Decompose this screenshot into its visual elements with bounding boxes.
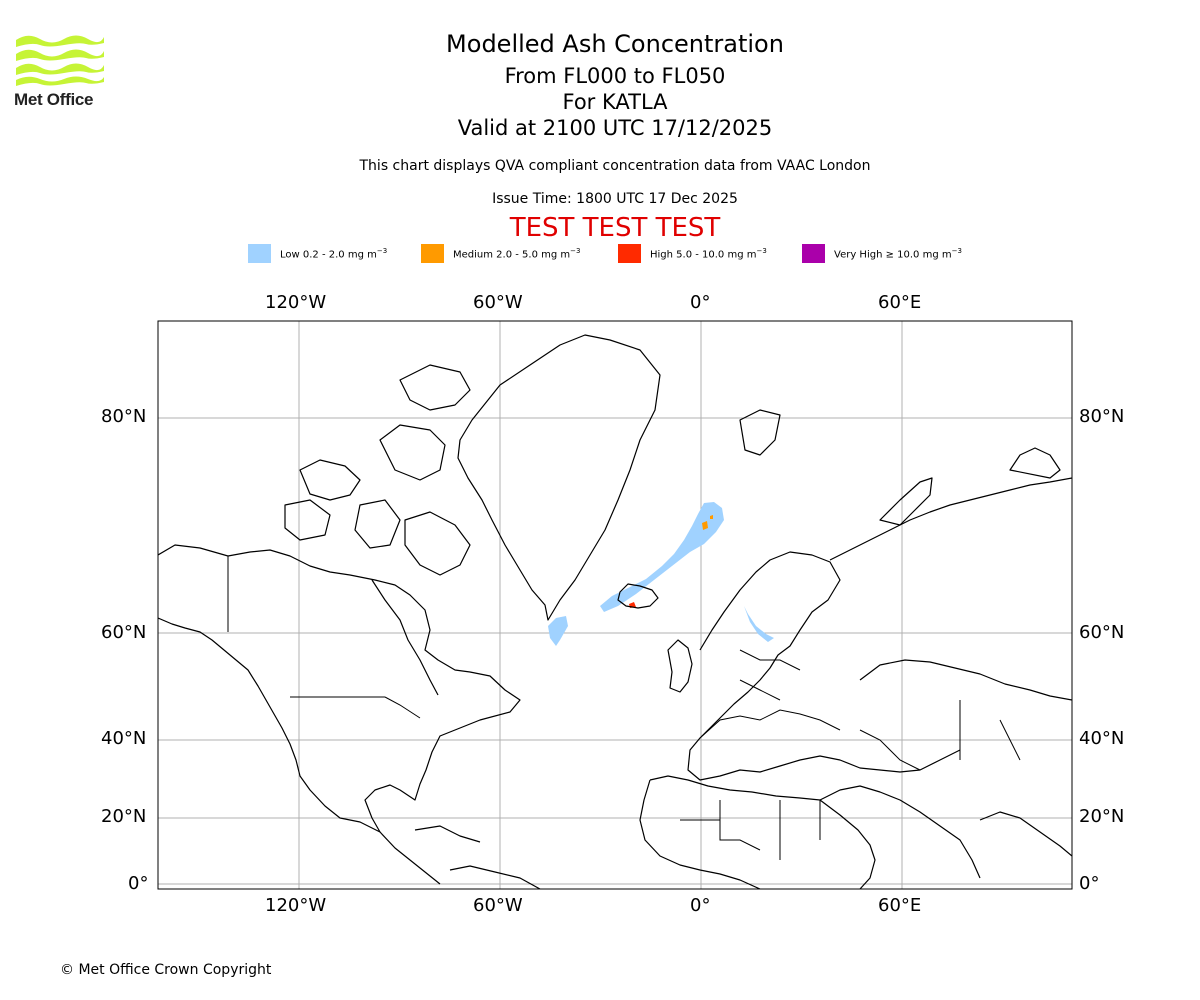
logo-text: Met Office — [14, 90, 94, 109]
lon-label-top-60w: 60°W — [473, 292, 523, 313]
lon-label-bottom-60e: 60°E — [878, 895, 922, 916]
lon-label-top-60e: 60°E — [878, 292, 922, 313]
coastlines — [158, 334, 1072, 889]
data-source-note: This chart displays QVA compliant concen… — [359, 158, 871, 174]
legend-swatch-very-high — [802, 244, 825, 263]
lat-label-left-80n: 80°N — [101, 406, 147, 427]
ash-region-low-greenland — [548, 616, 568, 646]
issue-time: Issue Time: 1800 UTC 17 Dec 2025 — [492, 191, 738, 207]
lat-label-right-40n: 40°N — [1079, 728, 1125, 749]
copyright-notice: © Met Office Crown Copyright — [60, 962, 272, 978]
legend-swatch-medium — [421, 244, 444, 263]
lon-label-bottom-120w: 120°W — [265, 895, 327, 916]
lat-label-left-60n: 60°N — [101, 622, 147, 643]
test-banner: TEST TEST TEST — [509, 213, 721, 243]
lat-label-right-20n: 20°N — [1079, 806, 1125, 827]
borders — [227, 556, 1021, 860]
ash-region-medium-2 — [710, 515, 713, 519]
lon-label-bottom-0: 0° — [690, 895, 711, 916]
lon-label-bottom-60w: 60°W — [473, 895, 523, 916]
met-office-wave-icon — [16, 35, 104, 86]
flight-level-range: From FL000 to FL050 — [504, 64, 726, 88]
valid-time: Valid at 2100 UTC 17/12/2025 — [457, 116, 773, 140]
met-office-logo: Met Office — [14, 30, 108, 112]
lat-label-right-0: 0° — [1079, 873, 1100, 894]
chart-title: Modelled Ash Concentration — [446, 30, 784, 58]
ash-region-medium-1 — [702, 521, 708, 530]
lon-label-top-0: 0° — [690, 292, 711, 313]
lat-label-left-0: 0° — [128, 873, 149, 894]
ash-regions — [548, 502, 774, 646]
legend-swatch-high — [618, 244, 641, 263]
lat-label-left-20n: 20°N — [101, 806, 147, 827]
lat-label-right-60n: 60°N — [1079, 622, 1125, 643]
volcano-name: For KATLA — [562, 90, 668, 114]
ash-region-low-plume — [600, 502, 724, 612]
lat-label-right-80n: 80°N — [1079, 406, 1125, 427]
legend-swatch-low — [248, 244, 271, 263]
lon-label-top-120w: 120°W — [265, 292, 327, 313]
gridlines — [158, 321, 1072, 889]
map-frame — [157, 320, 1073, 890]
ash-region-low-baltic — [744, 606, 774, 642]
lat-label-left-40n: 40°N — [101, 728, 147, 749]
